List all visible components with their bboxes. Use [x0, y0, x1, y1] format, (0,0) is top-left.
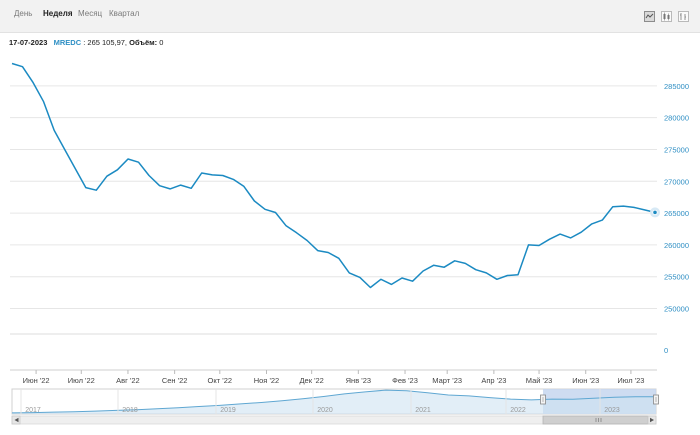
readout-volume-label: Объём:: [129, 38, 158, 47]
x-tick-label: Окт '22: [208, 376, 233, 385]
line-chart-icon[interactable]: [644, 11, 655, 22]
last-point-marker: [652, 209, 658, 216]
volume-tick-label: 0: [664, 346, 668, 355]
y-tick-label: 260000: [664, 241, 689, 250]
y-tick-label: 285000: [664, 82, 689, 91]
navigator-year-label: 2022: [510, 407, 526, 414]
tab-week[interactable]: Неделя: [43, 9, 73, 18]
x-tick-label: Авг '22: [116, 376, 140, 385]
scrollbar-thumb: [542, 415, 649, 425]
y-tick-label: 280000: [664, 114, 689, 123]
x-tick-label: Сен '22: [162, 376, 188, 385]
x-tick-label: Июн '22: [23, 376, 50, 385]
navigator-year-label: 2018: [122, 407, 138, 414]
x-tick-label: Фев '23: [392, 376, 418, 385]
navigator-line: [11, 389, 657, 414]
y-tick-label: 250000: [664, 305, 689, 314]
arrow-left-icon: [14, 417, 19, 423]
price-series-line: [11, 62, 656, 289]
tab-day[interactable]: День: [14, 9, 33, 18]
candlestick-icon[interactable]: [661, 11, 672, 22]
tab-quarter[interactable]: Квартал: [109, 9, 140, 18]
x-tick-label: Июл '22: [68, 376, 95, 385]
navigator-year-label: 2023: [604, 407, 620, 414]
readout-volume: 0: [157, 38, 164, 47]
y-tick-label: 275000: [664, 145, 689, 154]
readout-symbol: MREDC: [53, 38, 82, 47]
readout-value: : 265 105,97,: [81, 38, 130, 47]
x-tick-label: Дек '22: [299, 376, 323, 385]
x-tick-label: Апр '23: [481, 376, 506, 385]
y-tick-label: 255000: [664, 273, 689, 282]
x-tick-label: Май '23: [526, 376, 553, 385]
arrow-right-icon: [650, 417, 654, 423]
navigator-year-label: 2021: [415, 407, 431, 414]
navigator-year-label: 2017: [25, 407, 41, 414]
readout-date: 17-07-2023: [9, 38, 48, 47]
x-tick-label: Июн '23: [572, 376, 599, 385]
y-tick-label: 265000: [664, 209, 689, 218]
tab-month[interactable]: Месяц: [78, 9, 103, 18]
ohlc-readout: 17-07-2023 MREDC : 265 105,97, Объём: 0: [9, 38, 163, 47]
navigator-year-label: 2019: [220, 407, 236, 414]
toolbar: День Неделя Месяц Квартал: [0, 0, 700, 33]
x-tick-label: Янв '23: [346, 376, 371, 385]
x-tick-label: Июл '23: [617, 376, 644, 385]
navigator-year-label: 2020: [317, 407, 333, 414]
y-tick-label: 270000: [664, 177, 689, 186]
bar-chart-icon[interactable]: [678, 11, 689, 22]
x-tick-label: Март '23: [432, 376, 462, 385]
x-tick-label: Ноя '22: [254, 376, 280, 385]
